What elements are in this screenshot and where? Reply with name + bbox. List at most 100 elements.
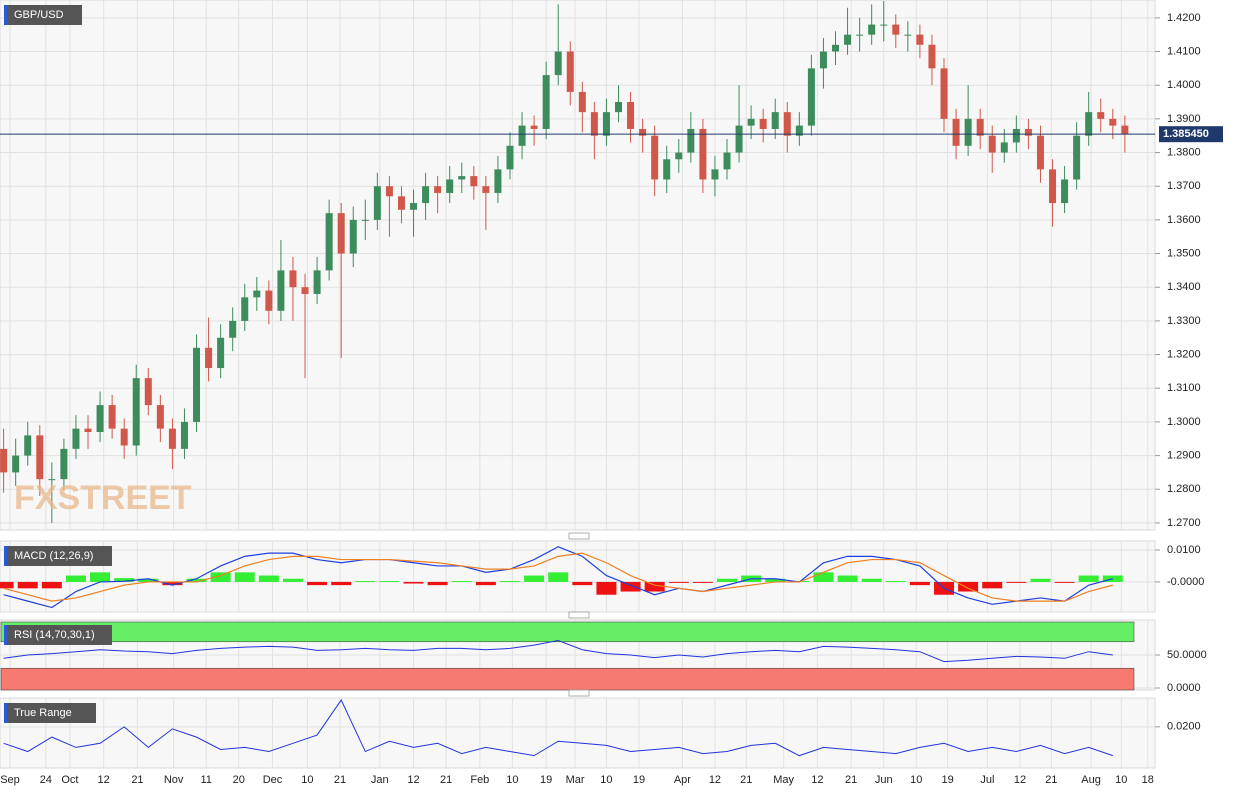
histogram-bar [692, 581, 713, 583]
macd-line [3, 546, 1113, 609]
y-tick-label: 50.0000 [1167, 649, 1207, 661]
candle-body [651, 135, 659, 180]
candle-body [325, 213, 333, 271]
candle-body [771, 112, 779, 129]
candle-body [361, 219, 369, 221]
histogram-bar [451, 580, 472, 582]
candle-body [1085, 112, 1093, 136]
candle-body [289, 270, 297, 288]
x-tick-label: 21 [131, 774, 143, 786]
histogram-bar [909, 581, 930, 586]
panel-title-box [4, 703, 96, 723]
x-tick-label: Oct [61, 774, 78, 786]
candle-body [1036, 135, 1044, 170]
y-tick-label: 1.2700 [1167, 517, 1201, 529]
candle-body [48, 479, 56, 481]
candle-body [807, 68, 815, 126]
y-tick-label: 1.3300 [1167, 315, 1201, 327]
histogram-bar [65, 575, 86, 582]
candle-body [434, 186, 442, 193]
candle-body [988, 135, 996, 153]
candle-body [554, 51, 562, 76]
histogram-bar [41, 581, 62, 589]
histogram-bar [499, 580, 520, 582]
x-tick-label: 10 [910, 774, 922, 786]
candle-body [1073, 135, 1081, 180]
candle-body [470, 176, 478, 187]
histogram-bar [114, 578, 135, 582]
x-tick-label: 21 [334, 774, 346, 786]
candle-body [904, 34, 912, 36]
y-tick-label: 1.3500 [1167, 247, 1201, 259]
candle-body [1097, 112, 1105, 119]
x-tick-label: 10 [1115, 774, 1127, 786]
y-tick-label: 1.2900 [1167, 449, 1201, 461]
oversold-band [0, 667, 1135, 691]
candle-body [602, 112, 610, 136]
candle-body [446, 179, 454, 193]
x-tick-label: Jul [980, 774, 994, 786]
candle-body [205, 347, 213, 369]
histogram-bar [548, 572, 569, 582]
candle-body [964, 118, 972, 146]
histogram-bar [668, 581, 689, 583]
panel-title-accent [4, 703, 7, 723]
x-tick-label: 21 [740, 774, 752, 786]
histogram-bar [1030, 578, 1051, 582]
panel-title-box [4, 625, 112, 645]
histogram-bar [620, 581, 641, 592]
candle-body [132, 378, 140, 446]
candle-body [542, 75, 550, 129]
candle-body [699, 128, 707, 180]
plot-area [0, 0, 1156, 531]
y-tick-label: 1.4000 [1167, 79, 1201, 91]
candle-body [747, 118, 755, 126]
histogram-bar [17, 581, 38, 589]
x-tick-label: 12 [811, 774, 823, 786]
candle-body [193, 347, 201, 422]
panel-title-box [4, 5, 82, 25]
y-tick-label: 0.0100 [1167, 544, 1201, 556]
candle-body [313, 270, 321, 294]
candle-body [952, 118, 960, 146]
x-tick-label: 19 [942, 774, 954, 786]
histogram-bar [379, 580, 400, 582]
y-tick-label: 1.3100 [1167, 382, 1201, 394]
histogram-bar [0, 581, 14, 589]
panel-divider-handle[interactable] [568, 611, 590, 619]
panel-title-text: True Range [14, 707, 72, 719]
panel-title: GBP/USD [4, 5, 82, 25]
indicator-line [3, 639, 1113, 663]
plot-area [0, 697, 1156, 769]
candle-body [229, 320, 237, 338]
histogram-bar [307, 581, 328, 586]
candle-body [1000, 142, 1008, 153]
y-tick-label: 1.3400 [1167, 281, 1201, 293]
panel-divider-handle[interactable] [568, 532, 590, 540]
candle-body [518, 125, 526, 146]
candle-body [36, 435, 44, 480]
candle-body [217, 337, 225, 369]
panel-divider-handle[interactable] [568, 689, 590, 697]
candle-body [265, 290, 273, 311]
histogram-bar [596, 581, 617, 595]
candle-body [735, 125, 743, 153]
histogram-bar [572, 581, 593, 586]
last-price-label: 1.385450 [1163, 128, 1209, 140]
histogram-bar [90, 572, 111, 582]
candle-body [301, 287, 309, 294]
x-tick-label: Jun [875, 774, 893, 786]
candle-body [530, 125, 538, 129]
x-tick-label: Dec [263, 774, 283, 786]
x-tick-label: 12 [709, 774, 721, 786]
histogram-bar [162, 581, 183, 586]
histogram-bar [644, 581, 665, 592]
histogram-bar [861, 578, 882, 582]
candle-body [916, 34, 924, 45]
candle-body [880, 24, 888, 26]
macd-line [3, 552, 1113, 602]
x-tick-label: 10 [506, 774, 518, 786]
y-tick-label: 1.4100 [1167, 45, 1201, 57]
